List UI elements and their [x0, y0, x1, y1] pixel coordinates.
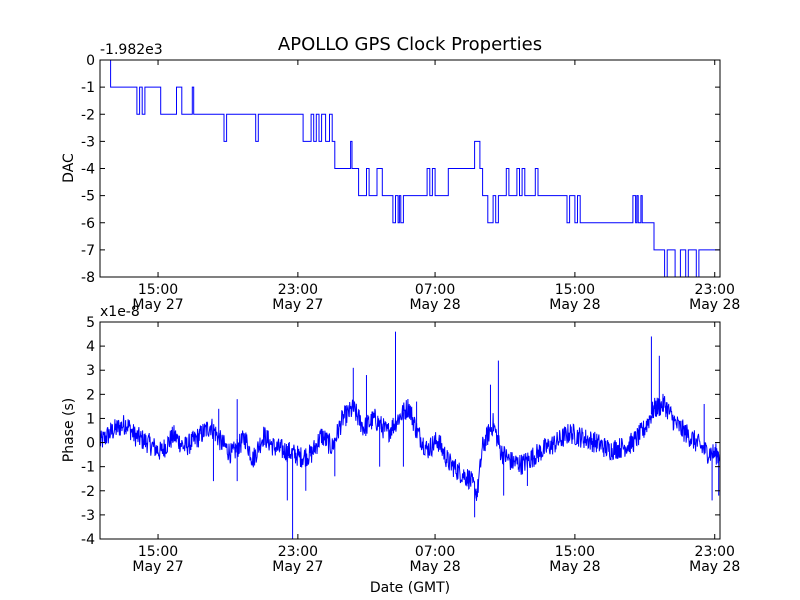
phase-series [99, 331, 721, 539]
dac-xtick-time-label: 23:00 [695, 282, 735, 298]
dac-xtick-date-label: May 27 [132, 297, 183, 313]
dac-y-axis-label: DAC [61, 153, 77, 183]
dac-xtick-time-label: 23:00 [278, 282, 318, 298]
dac-xtick-date-label: May 27 [272, 297, 323, 313]
dac-ytick-label: -4 [81, 162, 95, 178]
dac-offset-label: -1.982e3 [100, 42, 163, 58]
phase-xtick-date-label: May 27 [272, 559, 323, 575]
phase-ytick-label: -2 [81, 484, 95, 500]
phase-ytick-label: 2 [86, 387, 95, 403]
dac-ytick-label: 0 [86, 53, 95, 69]
phase-xtick-date-label: May 27 [132, 559, 183, 575]
phase-ytick-label: 5 [86, 315, 95, 331]
phase-ytick-label: -3 [81, 508, 95, 524]
dac-xtick-time-label: 15:00 [138, 282, 178, 298]
phase-xtick-time-label: 23:00 [695, 544, 735, 560]
phase-xtick-time-label: 15:00 [138, 544, 178, 560]
dac-ytick-label: -2 [81, 107, 95, 123]
phase-xtick-time-label: 07:00 [415, 544, 455, 560]
dac-ytick-label: -6 [81, 216, 95, 232]
phase-ytick-label: 3 [86, 363, 95, 379]
dac-ytick-label: -7 [81, 243, 95, 259]
phase-ytick-label: 1 [86, 411, 95, 427]
dac-ytick-label: -5 [81, 189, 95, 205]
dac-ytick-label: -1 [81, 80, 95, 96]
dac-panel: APOLLO GPS Clock Properties -1.982e3 DAC… [61, 34, 740, 313]
dac-xtick-date-label: May 28 [549, 297, 600, 313]
dac-plot-frame [99, 59, 721, 278]
dac-xtick-date-label: May 28 [689, 297, 740, 313]
dac-ytick-label: -3 [81, 134, 95, 150]
phase-ytick-label: -4 [81, 532, 95, 548]
phase-panel: x1e-8 Phase (s) Date (GMT) 5 4 3 2 1 0 -1 -2 -3 -… [61, 304, 740, 596]
phase-y-axis-label: Phase (s) [61, 398, 77, 462]
dac-step-line [100, 59, 720, 278]
phase-xtick-time-label: 15:00 [555, 544, 595, 560]
phase-xtick-time-label: 23:00 [278, 544, 318, 560]
phase-noise-line [99, 393, 721, 501]
dac-ytick-label: -8 [81, 270, 95, 286]
dac-series [100, 59, 720, 278]
dac-xtick-time-label: 15:00 [555, 282, 595, 298]
phase-xtick-date-label: May 28 [689, 559, 740, 575]
phase-ytick-label: -1 [81, 460, 95, 476]
chart-title: APOLLO GPS Clock Properties [278, 34, 542, 55]
phase-ytick-label: 0 [86, 436, 95, 452]
phase-xtick-date-label: May 28 [549, 559, 600, 575]
phase-ytick-label: 4 [86, 339, 95, 355]
dac-xtick-date-label: May 28 [409, 297, 460, 313]
phase-xtick-date-label: May 28 [409, 559, 460, 575]
x-axis-label: Date (GMT) [370, 580, 450, 596]
dac-xtick-time-label: 07:00 [415, 282, 455, 298]
phase-offset-label: x1e-8 [100, 304, 140, 320]
phase-plot-frame [99, 321, 721, 540]
